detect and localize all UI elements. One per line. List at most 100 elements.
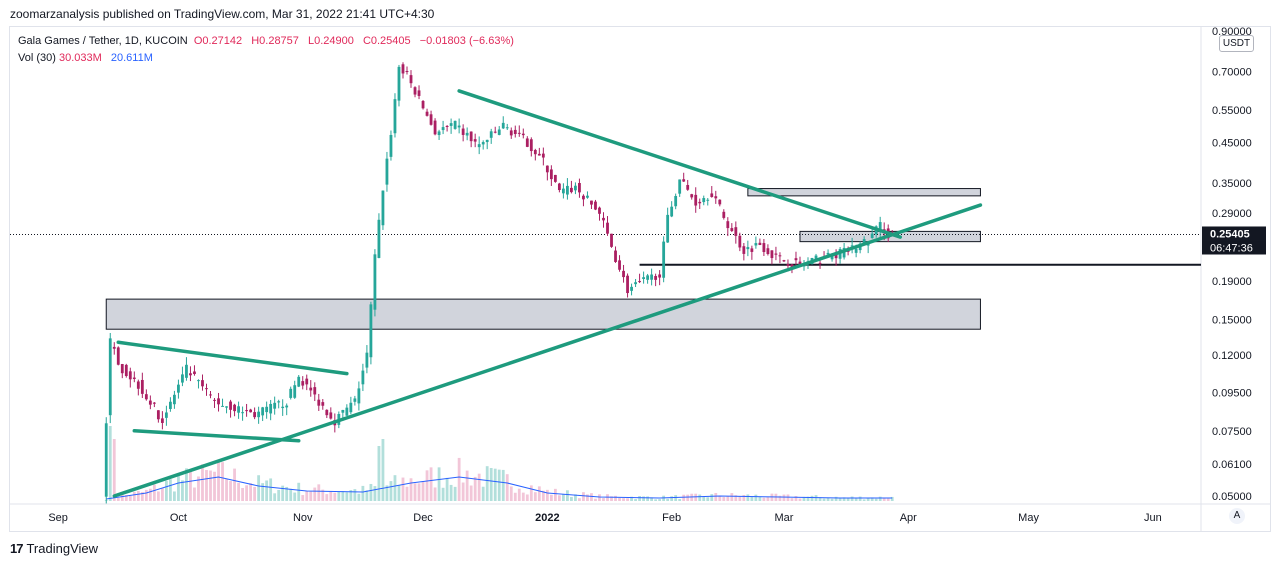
volume-bar	[830, 498, 834, 501]
candle-body	[377, 219, 381, 258]
volume-bar	[594, 498, 597, 501]
volume-bar	[417, 483, 421, 501]
y-tick-label: 0.07500	[1212, 426, 1252, 438]
candle-body	[786, 264, 790, 266]
last-price-badge	[1202, 226, 1266, 241]
currency-unit-button[interactable]: USDT	[1219, 35, 1254, 52]
volume-bar	[409, 478, 413, 501]
volume-bar	[858, 496, 862, 501]
candle-body	[441, 127, 445, 131]
candle-body	[686, 184, 690, 190]
candle-body	[237, 406, 240, 413]
candle-body	[826, 252, 830, 255]
ohlc-change: −0.01803 (−6.63%)	[419, 35, 514, 47]
volume-bar	[317, 484, 321, 501]
volume-bar	[285, 486, 289, 501]
volume-bar	[313, 487, 317, 501]
volume-bar	[638, 495, 641, 501]
y-tick-label: 0.35000	[1212, 178, 1252, 190]
candle-body	[257, 411, 261, 418]
volume-bar	[618, 497, 621, 501]
volume-bar	[185, 468, 188, 501]
volume-bar	[293, 492, 297, 501]
candle-body	[694, 194, 698, 206]
volume-bar	[152, 484, 156, 501]
candle-body	[225, 406, 228, 408]
volume-bar	[473, 476, 477, 501]
volume-bar	[806, 496, 810, 501]
volume-bar	[786, 494, 790, 501]
candle-body	[229, 401, 232, 410]
candle-body	[241, 412, 244, 414]
x-tick-label: Oct	[170, 512, 187, 524]
volume-bar	[253, 486, 257, 501]
candle-body	[710, 193, 714, 197]
ohlc-low: L0.24900	[307, 35, 354, 47]
tradingview-footer[interactable]: 17 TradingView	[10, 541, 98, 556]
volume-bar	[586, 494, 589, 501]
candle-body	[646, 275, 650, 280]
candle-body	[261, 407, 265, 416]
volume-bar	[878, 496, 882, 501]
auto-scale-button[interactable]: A	[1229, 508, 1245, 524]
volume-bar	[866, 498, 870, 501]
volume-bar	[850, 496, 854, 501]
volume-bar	[678, 498, 682, 501]
volume-bar	[325, 494, 329, 501]
volume-bar	[710, 494, 714, 501]
candle-body	[626, 275, 629, 294]
volume-bar	[189, 470, 192, 501]
volume-bar	[642, 496, 645, 501]
candle-body	[249, 409, 253, 413]
candle-body	[205, 388, 208, 390]
last-price-label: 0.25405	[1210, 228, 1250, 240]
trendline-channel-top	[116, 340, 349, 376]
candle-body	[770, 250, 774, 259]
volume-bar	[762, 497, 766, 501]
volume-bar	[521, 492, 525, 501]
volume-bar	[533, 492, 537, 501]
volume-bar	[746, 494, 750, 501]
volume-bar	[650, 497, 654, 501]
volume-bar	[810, 495, 814, 501]
trendline-channel-bottom	[132, 429, 301, 443]
volume-bar	[610, 496, 613, 501]
volume-bar	[742, 494, 746, 501]
candle-body	[854, 248, 858, 253]
publisher-line: zoomarzanalysis published on TradingView…	[10, 7, 435, 21]
candle-body	[120, 364, 124, 374]
candle-body	[321, 402, 325, 406]
candle-body	[662, 241, 666, 278]
candle-body	[265, 406, 269, 413]
volume-bar	[626, 498, 629, 501]
y-tick-label: 0.29000	[1212, 208, 1252, 220]
candle-body	[630, 286, 633, 291]
candle-body	[389, 134, 393, 157]
candle-body	[654, 276, 658, 280]
candle-body	[285, 405, 289, 408]
volume-bar	[517, 488, 521, 501]
candle-body	[561, 188, 565, 194]
candle-body	[586, 195, 589, 198]
candle-body	[217, 398, 220, 405]
candle-body	[774, 253, 778, 255]
volume-bar	[389, 481, 393, 501]
candle-body	[112, 346, 116, 349]
volume-bar	[445, 477, 449, 501]
y-tick-label: 0.06100	[1212, 459, 1252, 471]
volume-bar	[570, 496, 573, 501]
candle-body	[349, 402, 353, 413]
volume-bar	[501, 469, 505, 501]
candle-body	[501, 122, 505, 129]
volume-bar	[493, 468, 497, 501]
candle-body	[570, 187, 573, 193]
volume-bar	[281, 485, 285, 501]
candle-body	[553, 174, 557, 182]
candle-body	[329, 412, 333, 419]
candle-body	[357, 388, 361, 404]
volume-bar	[361, 485, 365, 501]
volume-bar	[738, 496, 742, 501]
volume-bar	[477, 473, 481, 501]
volume-bar	[461, 482, 465, 501]
